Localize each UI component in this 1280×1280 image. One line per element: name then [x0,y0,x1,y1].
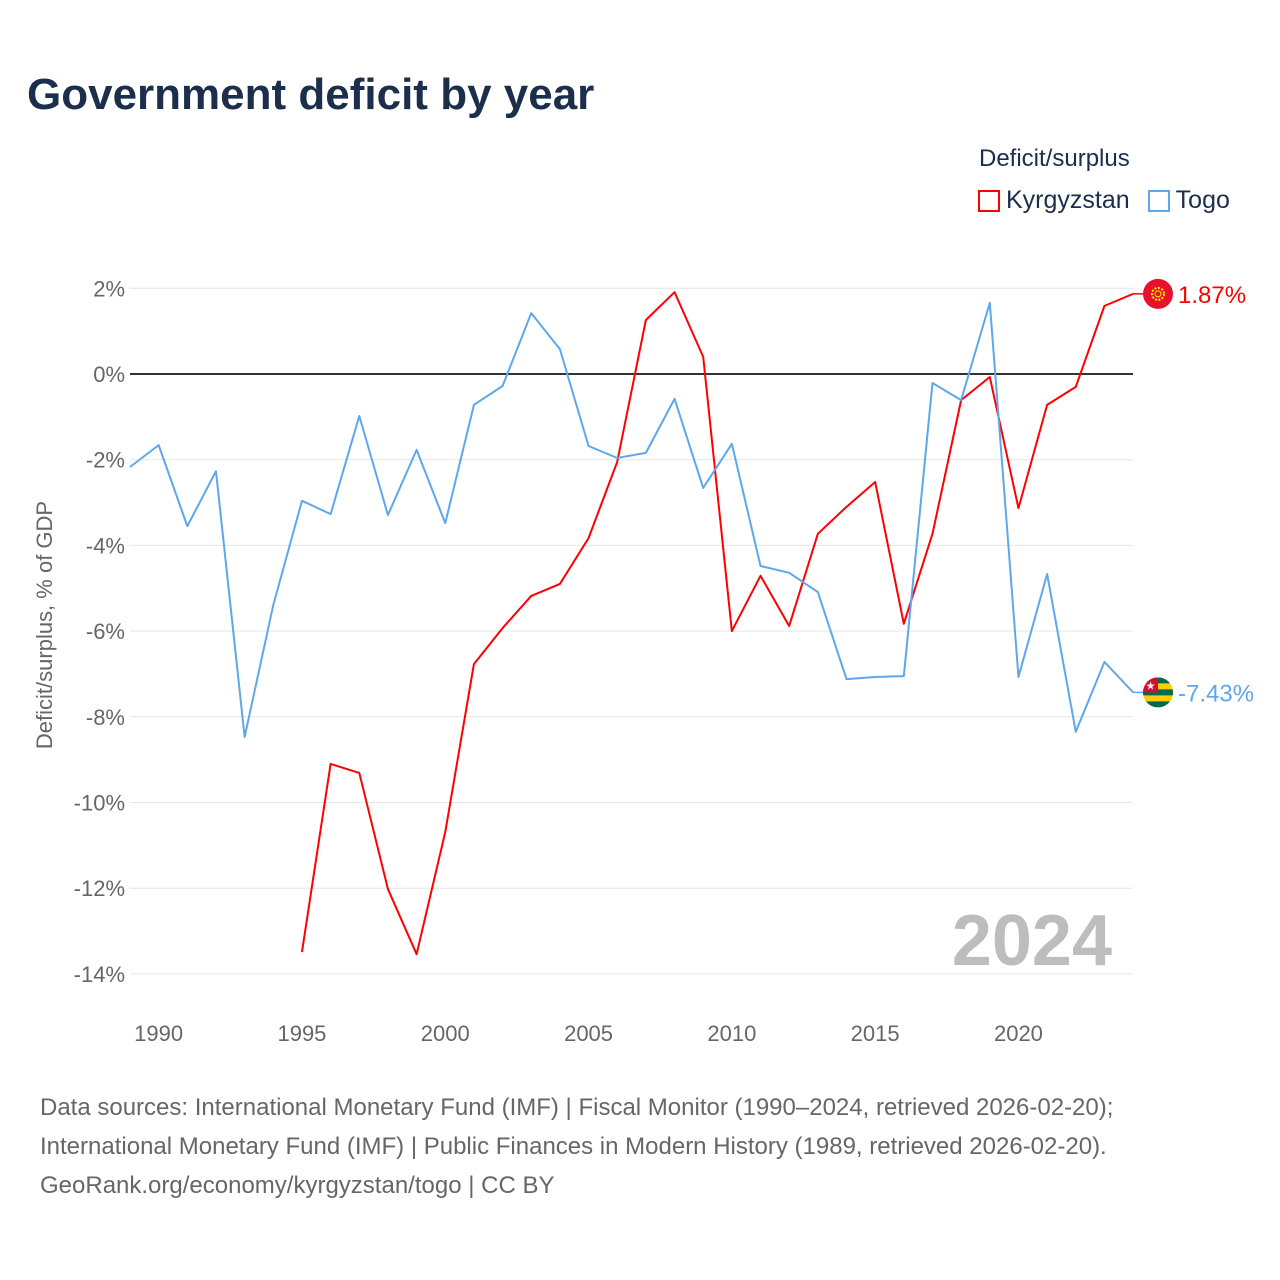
source-line-2: International Monetary Fund (IMF) | Publ… [40,1133,1107,1160]
legend-swatch-kyrgyzstan [978,189,1000,212]
end-value-label: 1.87% [1178,282,1246,309]
y-tick-label: -6% [86,619,125,644]
y-axis-label: Deficit/surplus, % of GDP [32,501,57,749]
footer: Data sources: International Monetary Fun… [40,1088,1113,1205]
x-tick-label: 2000 [421,1021,470,1046]
y-tick-label: 0% [93,362,125,387]
y-tick-label: -14% [74,962,125,987]
x-tick-label: 2020 [994,1021,1043,1046]
x-tick-label: 2015 [851,1021,900,1046]
flag-kyrgyzstan-icon [1143,278,1173,309]
x-tick-label: 1990 [134,1021,183,1046]
legend-label: Kyrgyzstan [1006,186,1130,214]
legend: Kyrgyzstan Togo [978,186,1230,215]
y-tick-label: -12% [74,876,125,901]
y-tick-label: -4% [86,533,125,558]
flag-togo-icon: ★ [1143,677,1173,708]
series-line-togo [129,301,1134,738]
end-value-label: -7.43% [1178,680,1254,707]
x-tick-label: 1995 [277,1021,326,1046]
legend-item-togo[interactable]: Togo [1147,186,1230,215]
source-line-3[interactable]: GeoRank.org/economy/kyrgyzstan/togo | CC… [40,1172,555,1199]
legend-title: Deficit/surplus [979,145,1130,172]
legend-label: Togo [1175,186,1230,214]
svg-text:★: ★ [1146,680,1156,692]
y-tick-label: -8% [86,705,125,730]
y-tick-label: 2% [93,276,125,301]
x-tick-label: 2010 [707,1021,756,1046]
legend-item-kyrgyzstan[interactable]: Kyrgyzstan [978,186,1130,215]
y-tick-label: -10% [74,791,125,816]
x-tick-label: 2005 [564,1021,613,1046]
series-line-kyrgyzstan [300,291,1134,956]
legend-swatch-togo [1147,189,1170,212]
y-tick-label: -2% [86,448,125,473]
chart-title: Government deficit by year [27,70,595,119]
source-line-1: Data sources: International Monetary Fun… [40,1094,1114,1121]
year-watermark: 2024 [952,901,1112,981]
